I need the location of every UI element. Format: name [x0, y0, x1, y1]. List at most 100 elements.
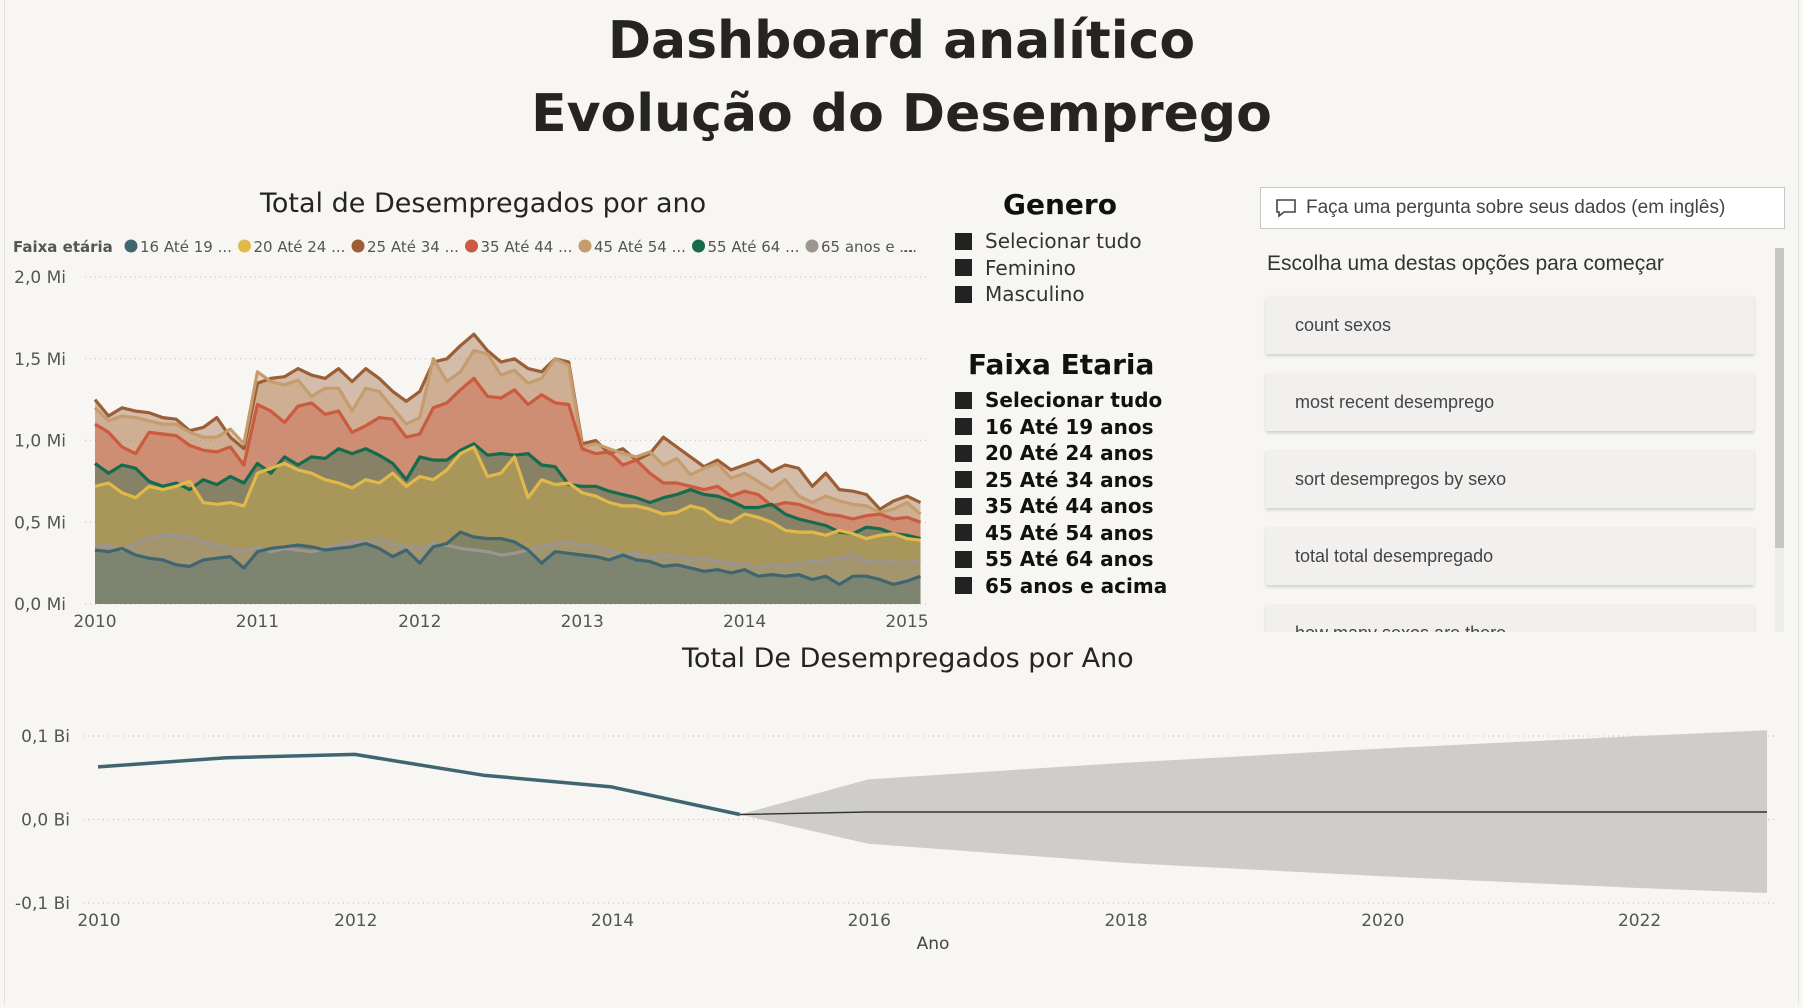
legend-label: 35 Até 44 ... [481, 238, 573, 256]
area-series-line [94, 442, 921, 541]
qa-suggestion-list: count sexos most recent desemprego sort de… [1260, 292, 1770, 632]
x-tick-label: 2012 [398, 612, 441, 632]
line-chart-title: Total De Desempregados por Ano [682, 643, 1134, 674]
area-series-line [93, 349, 922, 516]
area-series-fill [95, 447, 921, 604]
y-tick-label: 1,5 Mi [14, 350, 66, 370]
slicer-item-label: 20 Até 24 anos [985, 441, 1154, 465]
legend-label: 20 Até 24 ... [254, 238, 346, 256]
area-chart: 0,0 Mi 0,5 Mi 1,0 Mi 1,5 Mi 2,0 Mi 2010 2011 20… [13, 238, 929, 632]
area-series-fill [95, 378, 921, 604]
checkbox-icon[interactable] [955, 444, 972, 462]
x-tick-label: 2014 [591, 911, 634, 931]
slicer-item-label: 25 Até 34 anos [985, 467, 1154, 492]
legend-title: Faixa etária [13, 238, 113, 256]
checkbox-icon[interactable] [955, 232, 972, 250]
x-tick-label: 2020 [1361, 911, 1404, 931]
slicer-item-label: Selecionar tudo [985, 229, 1142, 253]
legend-label: 55 Até 64 ... [708, 238, 800, 256]
x-tick-label: 2022 [1618, 911, 1661, 931]
slicer-item-label: 35 Até 44 anos [985, 494, 1154, 518]
qa-suggestion-button[interactable]: count sexos [1266, 296, 1754, 354]
qa-placeholder-text: Faça uma pergunta sobre seus dados (em i… [1306, 197, 1726, 218]
checkbox-icon[interactable] [955, 550, 972, 568]
slicer-faixa-item[interactable]: 45 Até 54 anos [955, 521, 1154, 545]
slicer-faixa-item[interactable]: 16 Até 19 anos [955, 415, 1154, 439]
y-tick-label: -0,1 Bi [15, 894, 70, 914]
slicer-genero-item[interactable]: Feminino [955, 256, 1076, 280]
x-tick-label: 2010 [73, 612, 116, 632]
checkbox-icon[interactable] [955, 524, 972, 541]
qa-scrollbar[interactable] [1775, 248, 1784, 632]
slicer-faixa-item[interactable]: 25 Até 34 anos [955, 468, 1154, 492]
qa-suggestion-button[interactable]: most recent desemprego [1266, 373, 1754, 431]
x-tick-label: 2013 [561, 612, 604, 632]
checkbox-icon[interactable] [955, 418, 972, 435]
area-series-line [94, 533, 921, 570]
slicer-item-label: 55 Até 64 anos [985, 547, 1154, 571]
slicer-faixa-item[interactable]: 20 Até 24 anos [955, 441, 1154, 465]
slicer-item-label: 65 anos e acima [985, 573, 1168, 598]
area-series-line [94, 376, 922, 524]
y-tick-label: 0,0 Mi [14, 595, 66, 615]
slicer-item-label: Feminino [985, 255, 1076, 280]
slicer-item-label: 16 Até 19 anos [985, 414, 1154, 439]
legend-marker [351, 239, 365, 253]
area-series-fill [95, 535, 921, 604]
checkbox-icon[interactable] [955, 471, 972, 488]
legend-marker [124, 239, 138, 253]
y-tick-label: 0,1 Bi [21, 727, 70, 747]
chat-bubble-icon [1276, 199, 1296, 218]
x-tick-label: 2018 [1104, 911, 1147, 931]
legend-marker [465, 239, 478, 253]
x-tick-label: 2011 [236, 612, 279, 632]
slicer-faixa-item[interactable]: Selecionar tudo [955, 388, 1162, 412]
legend-marker [805, 239, 819, 253]
slicer-faixa-item[interactable]: 65 anos e acima [955, 574, 1167, 598]
checkbox-icon[interactable] [955, 259, 972, 276]
x-tick-label: 2016 [848, 911, 891, 931]
area-series-line [94, 530, 922, 587]
slicer-item-label: 45 Até 54 anos [985, 520, 1154, 545]
x-tick-label: 2015 [885, 612, 928, 632]
legend-more-icon: ... [903, 238, 917, 256]
area-series-line [93, 332, 922, 511]
checkbox-icon[interactable] [955, 577, 972, 594]
area-chart-title: Total de Desempregados por ano [260, 188, 707, 219]
slicer-item-label: Selecionar tudo [985, 388, 1163, 412]
slicer-faixa-item[interactable]: 55 Até 64 anos [955, 547, 1154, 571]
dashboard-title: Dashboard analítico [607, 11, 1196, 71]
slicer-genero-item[interactable]: Selecionar tudo [955, 229, 1142, 253]
x-tick-label: 2010 [77, 911, 120, 931]
qa-scroll-thumb[interactable] [1775, 248, 1784, 548]
y-tick-label: 1,0 Mi [14, 432, 66, 452]
y-tick-label: 2,0 Mi [14, 268, 66, 288]
forecast-chart: -0,1 Bi 0,0 Bi 0,1 Bi 2010 2012 2014 2016 2018 2… [15, 727, 1775, 954]
qa-question-input[interactable]: Faça uma pergunta sobre seus dados (em i… [1260, 187, 1785, 229]
qa-prompt: Escolha uma destas opções para começar [1267, 252, 1664, 275]
area-series-line [94, 445, 921, 542]
slicer-faixa-item[interactable]: 35 Até 44 anos [955, 494, 1154, 518]
slicer-faixa-title: Faixa Etaria [968, 348, 1155, 381]
legend-marker [238, 239, 251, 253]
legend-label: 25 Até 34 ... [367, 238, 459, 256]
qa-suggestion-button[interactable]: total total desempregado [1266, 527, 1754, 585]
qa-suggestion-button[interactable]: sort desempregos by sexo [1266, 450, 1754, 508]
dashboard-subtitle: Evolução do Desemprego [531, 84, 1272, 144]
checkbox-icon[interactable] [955, 285, 972, 303]
checkbox-icon[interactable] [955, 391, 972, 409]
slicer-genero-item[interactable]: Masculino [955, 282, 1085, 306]
slicer-genero-title: Genero [1003, 188, 1117, 221]
actual-series-line [97, 752, 741, 817]
legend-marker [692, 239, 705, 253]
legend-label: 45 Até 54 ... [594, 238, 686, 256]
area-series-fill [95, 443, 921, 604]
y-tick-label: 0,5 Mi [14, 513, 66, 533]
x-tick-label: 2014 [723, 612, 766, 632]
legend-label: 65 anos e ... [821, 238, 914, 256]
qa-suggestion-button[interactable]: how many sexos are there [1266, 604, 1754, 632]
checkbox-icon[interactable] [955, 497, 972, 515]
x-tick-label: 2012 [334, 911, 377, 931]
slicer-item-label: Masculino [985, 282, 1085, 306]
